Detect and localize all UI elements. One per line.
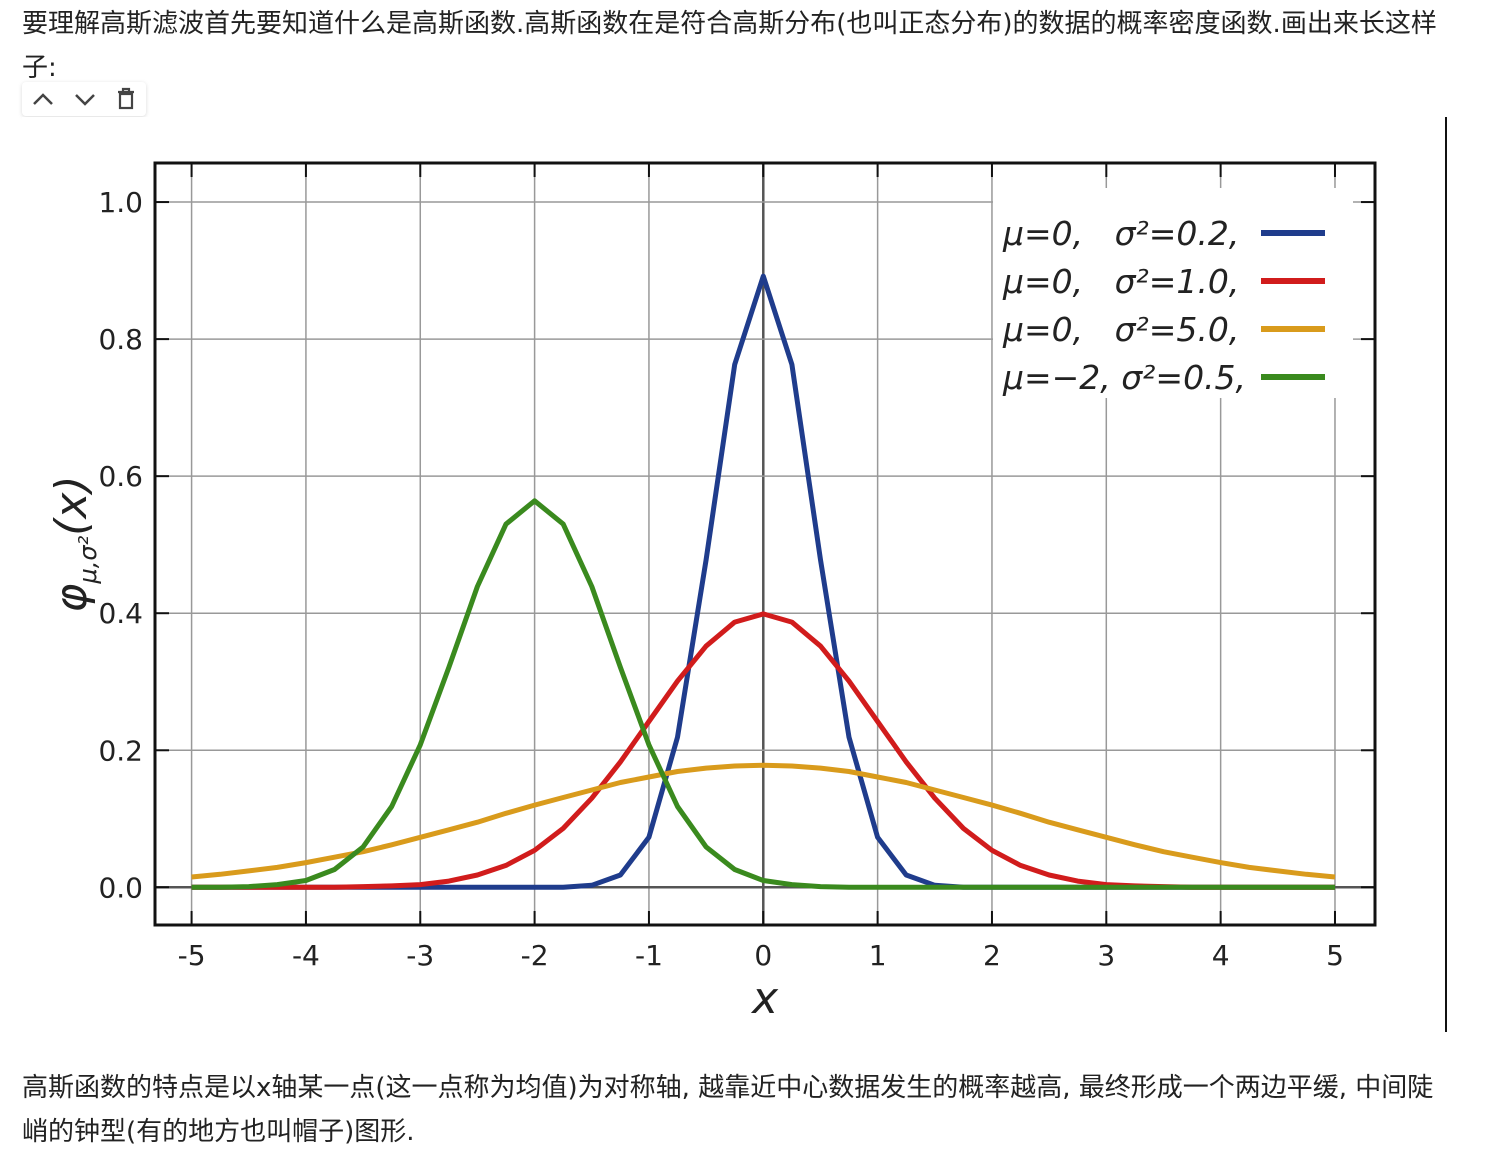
x-axis-label: x: [750, 973, 779, 1024]
y-tick-label: 0.8: [98, 323, 143, 356]
paragraph: 要理解高斯滤波首先要知道什么是高斯函数.高斯函数在是符合高斯分布(也叫正态分布)…: [22, 9, 1437, 83]
x-tick-label: 2: [983, 939, 1001, 972]
x-tick-label: -4: [292, 939, 320, 972]
chart: -5 -4 -3 -2 -1 0 1 2 3 4 5 0.0 0.2 0.4 0.6 0.8 1.0 x φμ,σ²…: [46, 161, 1377, 1024]
x-tick-label: 4: [1212, 939, 1230, 972]
move-down-button[interactable]: [75, 94, 95, 106]
y-axis-label: φμ,σ²(x): [46, 475, 102, 612]
x-tick-label: -5: [178, 939, 206, 972]
legend-box: [993, 188, 1353, 398]
x-tick-label: -1: [635, 939, 663, 972]
x-tick-label: 1: [869, 939, 887, 972]
x-tick-label: 5: [1326, 939, 1344, 972]
y-tick-label: 0.6: [98, 460, 143, 493]
y-tick-label: 1.0: [98, 186, 143, 219]
x-tick-label: 3: [1097, 939, 1115, 972]
legend-label: μ=0, σ²=0.2,: [1002, 214, 1239, 253]
toolbar-icons: [33, 87, 134, 110]
image-toolbar: [22, 82, 146, 116]
x-tick-label: -2: [521, 939, 549, 972]
legend-label: μ=0, σ²=1.0,: [1002, 262, 1239, 301]
y-label-symbol: φ: [46, 584, 97, 613]
x-tick-label: -3: [406, 939, 434, 972]
cursor-bar: [1445, 117, 1447, 1032]
y-tick-label: 0.0: [98, 871, 143, 904]
y-tick-label: 0.2: [98, 734, 143, 767]
paragraph: 高斯函数的特点是以x轴某一点(这一点称为均值)为对称轴, 越靠近中心数据发生的概…: [22, 1073, 1434, 1147]
plot-frame: [153, 161, 1377, 927]
y-label-argument: (x): [46, 475, 97, 535]
legend-label: μ=−2, σ²=0.5,: [1002, 358, 1246, 397]
y-label-subscript: μ,σ²: [74, 535, 102, 584]
move-up-button[interactable]: [33, 93, 53, 105]
delete-button[interactable]: [118, 87, 134, 110]
series-line: [191, 762, 1336, 880]
x-tick-label: 0: [754, 939, 772, 972]
chart-image: -5 -4 -3 -2 -1 0 1 2 3 4 5 0.0 0.2 0.4 0.6 0.8 1.0 x φμ,σ²…: [22, 117, 1447, 1027]
y-tick-label: 0.4: [98, 597, 143, 630]
legend-label: μ=0, σ²=5.0,: [1002, 310, 1239, 349]
series-line: [191, 498, 1335, 890]
